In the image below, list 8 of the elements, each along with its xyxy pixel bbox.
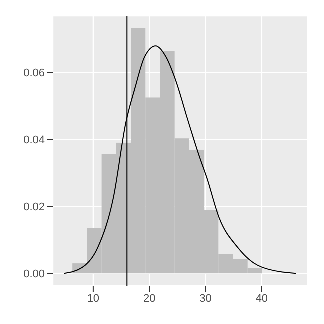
y-tick-label: 0.00 bbox=[24, 268, 45, 281]
x-tick-label: 20 bbox=[143, 292, 156, 305]
y-tick-label: 0.06 bbox=[24, 68, 45, 80]
y-tick-label: 0.04 bbox=[24, 134, 45, 147]
x-tick-label: 10 bbox=[87, 292, 100, 305]
x-tick-label: 40 bbox=[256, 292, 268, 305]
y-tick-label: 0.02 bbox=[24, 202, 45, 214]
x-tick-label: 30 bbox=[200, 292, 212, 305]
